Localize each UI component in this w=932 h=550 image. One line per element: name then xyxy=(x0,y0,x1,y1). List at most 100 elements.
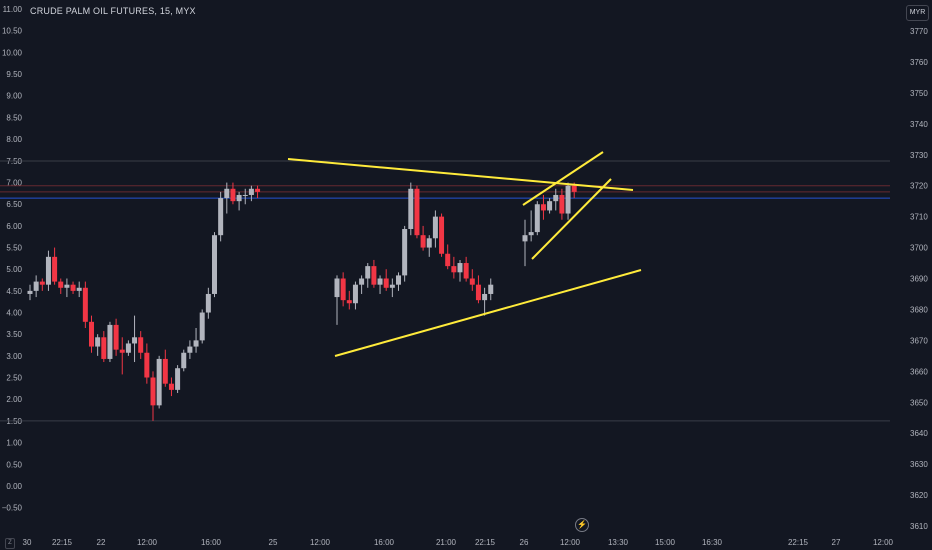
left-axis-tick: 8.50 xyxy=(6,113,22,122)
left-axis-tick: 6.50 xyxy=(6,200,22,209)
left-axis-tick: 4.00 xyxy=(6,309,22,318)
time-axis: 30 22:15 22 12:00 16:00 25 12:00 16:00 21:00 22:1… xyxy=(23,538,894,547)
left-axis-tick: 3.00 xyxy=(6,352,22,361)
time-axis-tick: 22:15 xyxy=(52,538,73,547)
candle xyxy=(125,340,131,356)
trendline-lower[interactable] xyxy=(334,269,642,357)
replay-lightning-icon[interactable]: ⚡ xyxy=(575,518,589,532)
left-axis-tick: 2.50 xyxy=(6,374,22,383)
candle xyxy=(236,191,242,211)
candle xyxy=(230,182,236,205)
candle xyxy=(33,275,39,298)
candle xyxy=(132,315,138,363)
candle xyxy=(482,287,488,316)
candle xyxy=(451,256,457,279)
right-axis-tick: 3740 xyxy=(910,120,928,129)
left-axis-tick: 9.00 xyxy=(6,92,22,101)
candle xyxy=(52,247,58,285)
candle xyxy=(89,315,94,353)
candle xyxy=(377,275,383,294)
left-axis-tick: 2.00 xyxy=(6,395,22,404)
left-axis-tick: 4.50 xyxy=(6,287,22,296)
candle xyxy=(359,275,365,294)
candle xyxy=(547,198,553,214)
candle xyxy=(175,365,181,393)
right-axis-tick: 3700 xyxy=(910,244,928,253)
candle xyxy=(107,321,113,363)
candle xyxy=(82,281,88,328)
right-axis-tick: 3670 xyxy=(910,336,928,345)
candle xyxy=(113,318,119,356)
left-axis-tick: 7.00 xyxy=(6,178,22,187)
time-axis-tick: 12:00 xyxy=(873,538,894,547)
right-axis-tick: 3760 xyxy=(910,58,928,67)
candle xyxy=(255,185,261,199)
trendline-drawings[interactable] xyxy=(287,151,642,357)
candle xyxy=(248,185,254,202)
time-axis-tick: 30 xyxy=(23,538,32,547)
candle xyxy=(439,213,445,257)
time-axis-tick: 25 xyxy=(269,538,278,547)
currency-button[interactable]: MYR xyxy=(906,5,929,21)
candle xyxy=(58,278,64,294)
candle xyxy=(469,269,475,291)
candle xyxy=(559,188,565,220)
time-axis-tick: 13:30 xyxy=(608,538,629,547)
right-price-axis: 3770 3760 3750 3740 3730 3720 3710 3700 3690 3680… xyxy=(910,27,928,531)
time-axis-tick: 12:00 xyxy=(310,538,331,547)
left-axis-tick: 10.50 xyxy=(2,27,23,36)
time-axis-tick: 26 xyxy=(520,538,529,547)
candle xyxy=(181,349,187,372)
candle xyxy=(162,349,168,387)
time-axis-tick: 22:15 xyxy=(788,538,809,547)
candle xyxy=(150,371,156,421)
left-axis-tick: 9.50 xyxy=(6,70,22,79)
time-axis-tick: 15:00 xyxy=(655,538,676,547)
candles xyxy=(27,182,577,421)
left-axis-tick: −0.50 xyxy=(2,504,23,513)
candle xyxy=(205,287,211,319)
candle xyxy=(383,269,389,291)
symbol-title: CRUDE PALM OIL FUTURES, 15, MYX xyxy=(30,6,196,16)
time-axis-tick: 22:15 xyxy=(475,538,496,547)
candle xyxy=(334,275,340,325)
time-axis-tick: 12:00 xyxy=(560,538,581,547)
auto-scale-button[interactable]: Z xyxy=(5,538,15,549)
left-axis-tick: 11.00 xyxy=(3,5,23,14)
candle xyxy=(193,328,199,353)
right-axis-tick: 3610 xyxy=(910,522,928,531)
channel-line-lower[interactable] xyxy=(531,178,612,260)
candle xyxy=(218,191,224,242)
trendline-upper[interactable] xyxy=(287,158,634,191)
channel-line-upper[interactable] xyxy=(522,151,604,206)
candle xyxy=(242,188,248,205)
candle xyxy=(553,188,559,211)
left-axis-tick: 5.00 xyxy=(6,265,22,274)
left-axis-tick: 5.50 xyxy=(6,243,22,252)
left-axis: 11.0010.5010.009.509.008.508.007.507.006… xyxy=(2,5,23,513)
candle xyxy=(408,182,414,236)
candle xyxy=(420,225,426,251)
left-axis-tick: 0.50 xyxy=(6,460,22,469)
time-axis-tick: 16:00 xyxy=(201,538,222,547)
time-axis-tick: 16:30 xyxy=(702,538,723,547)
candle xyxy=(565,182,571,220)
candle xyxy=(389,278,395,298)
left-axis-tick: 0.00 xyxy=(6,482,22,491)
right-axis-tick: 3730 xyxy=(910,151,928,160)
candle xyxy=(168,377,174,397)
left-axis-tick: 3.50 xyxy=(6,330,22,339)
candle xyxy=(457,259,463,282)
candle xyxy=(39,278,45,291)
candle xyxy=(346,290,352,310)
candle xyxy=(27,284,33,301)
candle xyxy=(138,331,144,359)
candle xyxy=(432,210,438,248)
candle xyxy=(528,210,534,242)
left-axis-tick: 6.00 xyxy=(6,222,22,231)
right-axis-tick: 3750 xyxy=(910,89,928,98)
left-axis-tick: 10.00 xyxy=(2,48,23,57)
candle xyxy=(76,281,82,298)
candle xyxy=(352,281,358,310)
